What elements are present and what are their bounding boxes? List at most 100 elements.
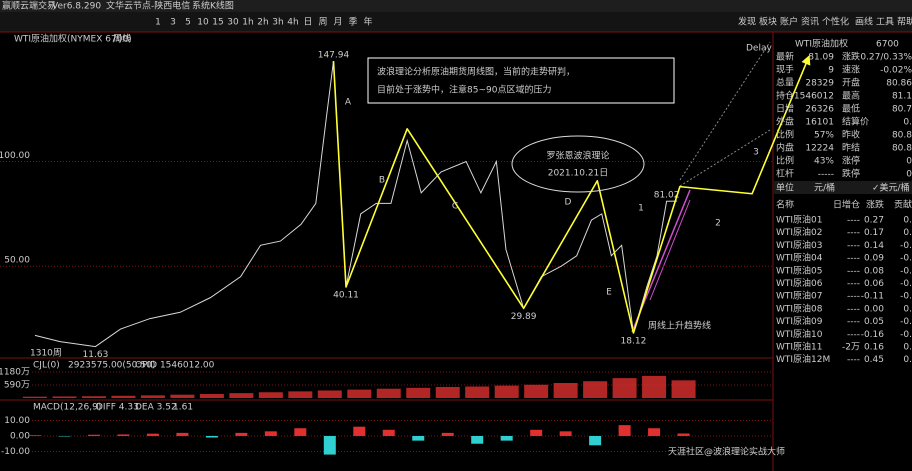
period-button[interactable]: 3h <box>272 18 283 28</box>
contract-name[interactable]: WTI原油07 <box>776 290 823 302</box>
quote-label: 最低 <box>842 103 860 115</box>
quote-label: 昨收 <box>842 129 860 141</box>
period-button[interactable]: 10 <box>197 18 209 28</box>
contract-name[interactable]: WTI原油05 <box>776 264 823 276</box>
volume-bar <box>317 390 342 398</box>
price-label: 147.94 <box>318 51 350 61</box>
period-button[interactable]: 2h <box>257 18 268 28</box>
table-cell: -2万 <box>842 343 860 353</box>
table-cell: -0. <box>900 330 912 340</box>
menu-item[interactable]: 账户 <box>780 16 798 28</box>
table-cell: ---- <box>847 330 860 340</box>
volume-bar <box>111 395 136 398</box>
contract-name[interactable]: WTI原油03 <box>776 239 823 251</box>
contract-name[interactable]: WTI原油11 <box>776 341 823 353</box>
table-cell: 0. <box>903 228 912 238</box>
macd-bar <box>146 433 159 436</box>
contract-name[interactable]: WTI原油08 <box>776 302 823 314</box>
table-cell: ---- <box>847 241 860 251</box>
projection-line <box>679 129 771 187</box>
wave-path <box>332 54 811 334</box>
table-cell: 0.09 <box>864 254 884 264</box>
period-button[interactable]: 周 <box>318 17 327 28</box>
quote-value: 80.86 <box>886 79 912 89</box>
volume-bar <box>435 386 460 398</box>
price-label: 40.11 <box>333 290 359 300</box>
quote-label: 昨结 <box>842 142 860 154</box>
contract-name[interactable]: WTI原油12M <box>776 353 830 365</box>
macd-bar <box>677 433 690 436</box>
wave-label: C <box>452 202 458 212</box>
period-button[interactable]: 1 <box>155 18 161 28</box>
macd-bar <box>412 435 425 441</box>
quote-label: 涨跌 <box>842 52 860 63</box>
period-button[interactable]: 1h <box>242 18 253 28</box>
unit-option[interactable]: 元/桶 <box>814 182 835 194</box>
toolbar <box>0 12 912 32</box>
contract-name[interactable]: WTI原油09 <box>776 315 823 327</box>
wave-label: 1 <box>638 204 644 214</box>
badge-text: 2021.10.21日 <box>548 168 609 179</box>
macd-bar <box>29 435 41 436</box>
panel-readout: OPID 1546012.00 <box>135 361 215 371</box>
menu-item[interactable]: 个性化 <box>822 16 849 28</box>
quote-label: 速涨 <box>842 65 860 76</box>
price-line <box>34 61 677 348</box>
unit-option[interactable]: ✓美元/桶 <box>872 182 910 194</box>
price-label: 18.12 <box>621 336 647 346</box>
volume-bar <box>494 385 519 398</box>
period-button[interactable]: 15 <box>212 18 223 28</box>
period-button[interactable]: 3 <box>170 18 176 28</box>
table-cell: 0. <box>903 355 912 365</box>
quote-value: 43% <box>814 157 834 167</box>
price-label: 11.63 <box>83 350 109 360</box>
table-cell: 0.27 <box>864 216 884 226</box>
trendline-label: 周线上升趋势线 <box>648 320 711 332</box>
contract-name[interactable]: WTI原油10 <box>776 328 823 340</box>
node-name: 文华云节点-陕西电信 <box>106 0 190 12</box>
period-button[interactable]: 30 <box>227 18 239 28</box>
volume-bar <box>583 381 608 398</box>
panel-readout: DEA 3.52 <box>135 403 177 413</box>
contract-name[interactable]: WTI原油04 <box>776 252 823 264</box>
menu-item[interactable]: 帮助 <box>897 16 912 28</box>
contract-name[interactable]: WTI原油02 <box>776 226 823 238</box>
menu-item[interactable]: 发现 <box>738 16 756 28</box>
period-button[interactable]: 季 <box>348 16 357 28</box>
table-header: 涨跌 <box>866 200 884 211</box>
menu-item[interactable]: 工具 <box>876 17 894 28</box>
volume-bar <box>140 395 165 398</box>
panel-readout: 1.61 <box>173 403 193 413</box>
quote-label: 杠杆 <box>776 168 794 180</box>
table-cell: 0.06 <box>864 279 884 289</box>
y-tick-label: 1180万 <box>0 367 30 377</box>
period-button[interactable]: 5 <box>185 18 191 28</box>
menu-item[interactable]: 板块 <box>759 16 777 28</box>
menu-item[interactable]: 资讯 <box>801 17 819 28</box>
contract-name[interactable]: WTI原油01 <box>776 214 823 226</box>
period-button[interactable]: 日 <box>303 17 312 28</box>
table-cell: 0.08 <box>864 266 884 276</box>
table-cell: 0. <box>903 304 912 314</box>
period-button[interactable]: 4h <box>287 18 298 28</box>
quote-value: 28329 <box>805 79 834 89</box>
volume-bar <box>170 394 195 398</box>
quote-value: 0. <box>903 118 912 128</box>
note-box <box>367 57 675 104</box>
quote-label: 持仓 <box>776 90 794 102</box>
macd-bar <box>264 431 277 436</box>
contract-name[interactable]: WTI原油06 <box>776 277 823 289</box>
table-cell: ---- <box>847 355 860 365</box>
macd-bar <box>176 432 189 436</box>
menu-item[interactable]: 画线 <box>855 16 873 28</box>
note-text: 波浪理论分析原油期货周线图，当前的走势研判， <box>377 66 575 78</box>
quote-label: 跌停 <box>842 168 860 180</box>
y-tick-label: 10.00 <box>4 416 30 426</box>
quote-value: 9 <box>828 66 834 76</box>
period-button[interactable]: 月 <box>333 17 342 28</box>
volume-bar <box>465 386 490 398</box>
quote-value: 80.8 <box>892 131 912 141</box>
period-button[interactable]: 年 <box>363 16 372 28</box>
quote-label: 总量 <box>776 77 794 89</box>
